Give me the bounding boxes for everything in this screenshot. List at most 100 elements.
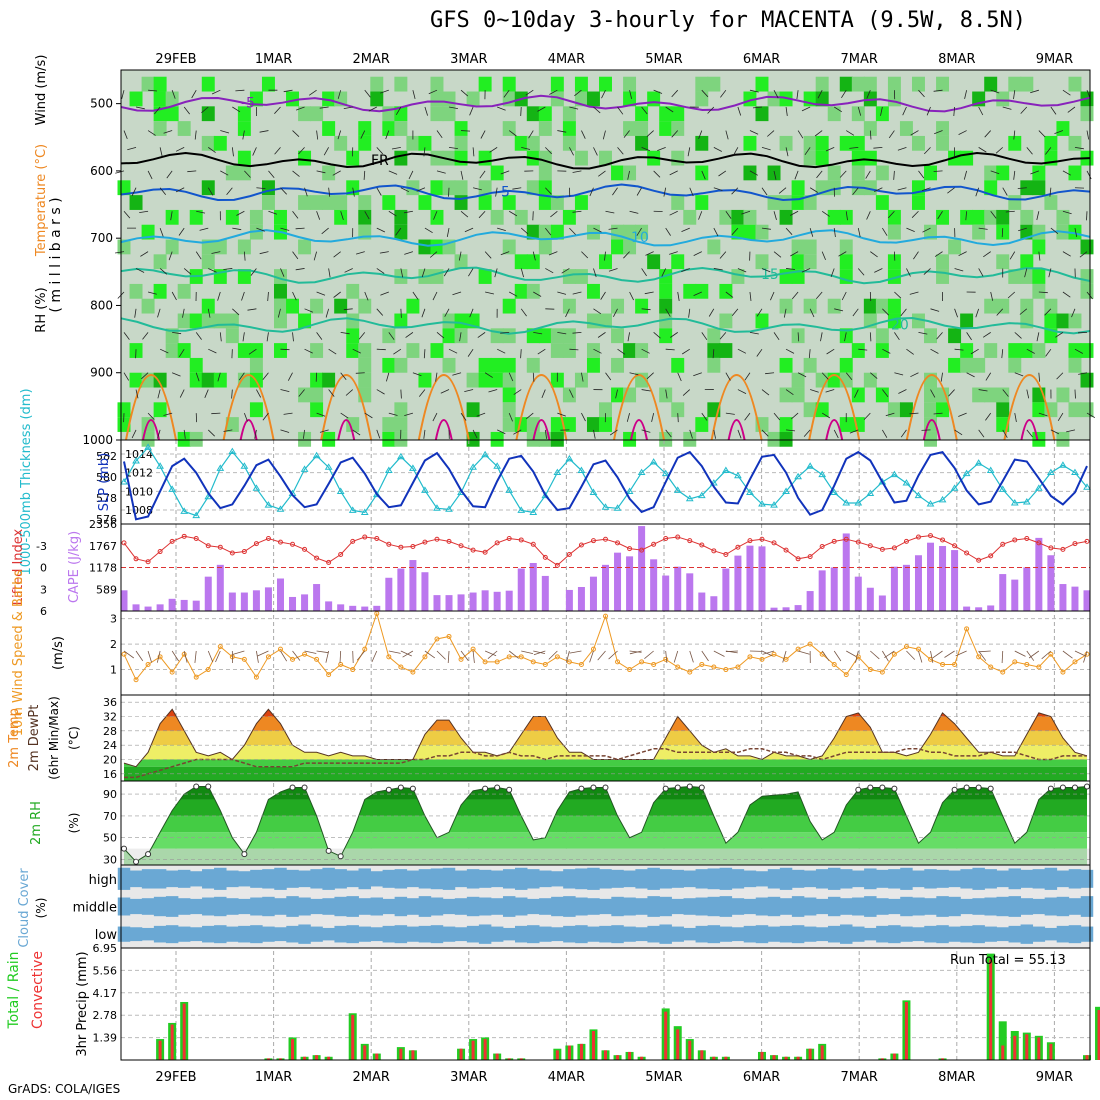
cloud-level-label: middle	[73, 901, 117, 916]
wind-barb	[115, 170, 125, 174]
wind-barb	[537, 106, 546, 112]
cloud-cell	[840, 924, 853, 944]
cloud-cell	[551, 896, 564, 917]
wind-barb	[440, 389, 450, 394]
wind-barb	[157, 429, 161, 439]
rh-cell	[659, 328, 673, 344]
cloud-cell	[575, 868, 588, 890]
cloud-cell	[177, 926, 191, 942]
rh-cell	[863, 150, 877, 166]
wind-barb	[783, 308, 787, 318]
wind-barb-10m	[280, 650, 288, 662]
rh-marker	[337, 853, 344, 860]
thickness-marker	[312, 451, 321, 459]
wind-barb	[869, 332, 872, 342]
rh-cell	[442, 313, 456, 329]
thickness-tick-label: 582	[96, 450, 117, 463]
wind-barb-10m	[932, 650, 943, 659]
thickness-marker	[445, 505, 453, 512]
rh-cell	[671, 106, 685, 122]
rh-cell	[358, 195, 372, 210]
rh-cell	[346, 343, 360, 358]
wind-speed-marker	[903, 644, 909, 650]
wind-barb	[242, 130, 245, 140]
wind-barb	[1057, 412, 1064, 422]
wind-barb	[749, 331, 759, 335]
rh-cell	[225, 313, 239, 329]
wind-barb	[444, 308, 450, 317]
wind-barb	[364, 89, 371, 98]
rh-cell	[237, 121, 251, 136]
wind-barb	[701, 412, 708, 421]
rh-cell	[442, 180, 456, 196]
cloud-cell	[527, 898, 540, 915]
wind-barb	[1062, 210, 1072, 215]
wind-barb	[433, 211, 438, 220]
li-marker	[265, 536, 271, 541]
wind-barb	[544, 227, 552, 236]
rh-cell	[996, 298, 1010, 314]
cloud-cell	[659, 924, 672, 944]
wind-barb	[340, 211, 344, 221]
wind-barb	[557, 331, 567, 335]
wind-barb	[845, 372, 853, 381]
rh-cell	[659, 283, 673, 299]
wind-barb	[741, 210, 751, 215]
wind-barb	[256, 187, 266, 189]
cape-bar	[1083, 590, 1091, 611]
wind-barb	[985, 372, 992, 381]
wind-speed-marker	[121, 651, 127, 657]
thickness-marker	[396, 452, 405, 460]
wind-speed-marker	[145, 661, 151, 667]
wind-barb	[593, 147, 598, 156]
wind-barb	[316, 130, 319, 140]
wind-barb	[719, 332, 727, 340]
wind-barb	[187, 170, 197, 173]
rh-cell	[322, 91, 336, 107]
wind-barb	[259, 130, 269, 133]
precip-conv-bar	[700, 1050, 704, 1060]
rh-marker	[662, 785, 669, 792]
cape-bar	[638, 526, 646, 611]
wind-barb	[893, 170, 895, 180]
wind-barb	[906, 227, 915, 232]
rh-cell	[189, 313, 203, 329]
cloud-cell	[286, 869, 299, 888]
cape-bar	[349, 605, 357, 611]
wind-barb	[460, 210, 469, 218]
cloud-cell	[165, 896, 179, 917]
cloud-cell	[563, 869, 576, 889]
rh-cell	[382, 195, 396, 210]
li-marker	[615, 540, 621, 546]
wind-barb	[854, 389, 859, 398]
cape-bar	[421, 572, 429, 611]
cloud-cell	[936, 869, 949, 888]
rh-cell	[406, 298, 420, 314]
rh-shade	[121, 848, 1090, 865]
rh-marker	[1071, 784, 1078, 791]
cloud-cell	[490, 870, 504, 888]
cape-bar	[397, 568, 405, 611]
rh-cell	[298, 195, 312, 210]
wind-barb	[388, 170, 398, 175]
precip-conv-bar	[519, 1058, 523, 1060]
cape-bar	[385, 577, 393, 611]
date-label-bottom: 7MAR	[840, 1070, 877, 1085]
wind-barb	[131, 187, 137, 196]
rh-cell	[815, 402, 829, 418]
wind-barb-10m	[930, 650, 934, 663]
rh-cell	[574, 195, 588, 210]
wind-barb	[123, 130, 128, 140]
li-marker	[181, 533, 187, 539]
rh-cell	[394, 313, 408, 329]
wind-barb	[821, 251, 826, 261]
thickness-marker	[589, 488, 598, 495]
wind-speed-marker	[964, 626, 970, 632]
rh-cell	[599, 76, 612, 92]
wind-barb	[629, 291, 634, 301]
wind-barb	[785, 106, 788, 116]
wind-barb	[458, 251, 462, 261]
cloud-cell	[1020, 869, 1034, 888]
wind-barb	[256, 389, 262, 398]
